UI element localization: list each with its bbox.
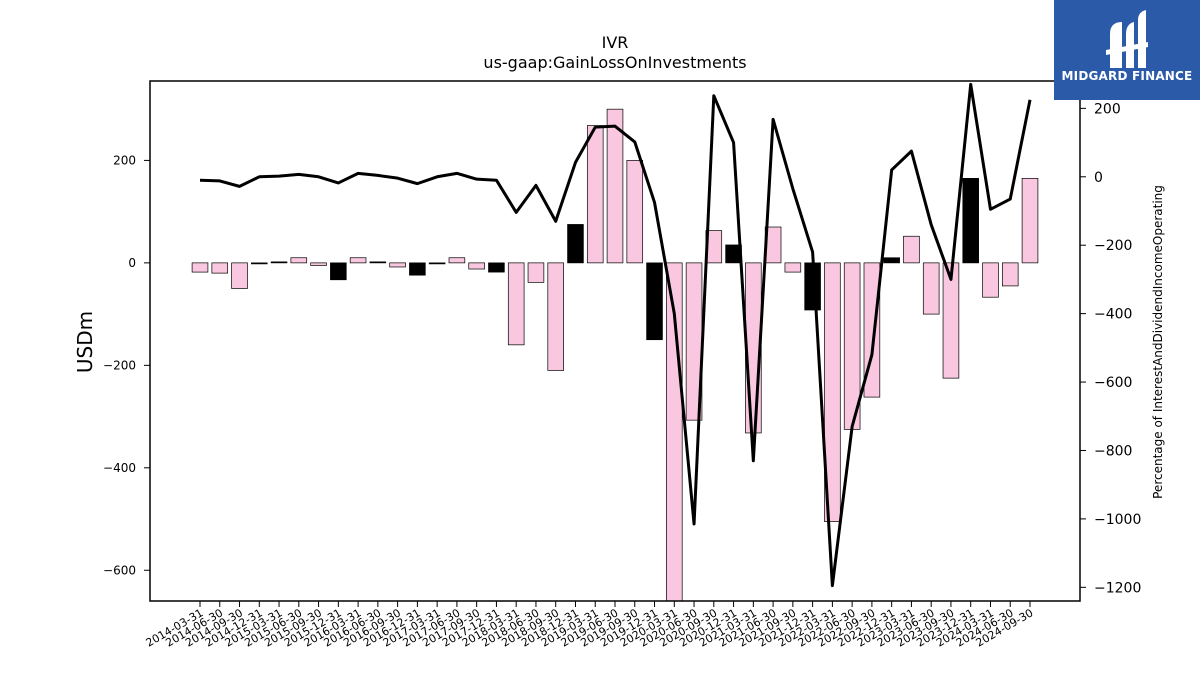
bar-2014-03-31 [191,262,209,273]
bar-2018-09-30 [547,262,564,371]
bar-2023-06-30 [922,262,940,315]
plot-frame [149,80,1081,602]
bar-2018-06-30 [527,262,545,283]
bar-2019-03-31 [586,125,604,264]
chart-subtitle: us-gaap:GainLossOnInvestments [483,53,746,72]
bar-2016-03-31 [349,257,367,264]
y-right-tick-label: −800 [1094,443,1132,459]
bar-2017-09-30 [468,262,485,270]
bar-2022-12-31 [883,257,900,264]
bar-2018-12-31 [567,224,584,264]
bar-2024-06-30 [1001,262,1019,287]
bar-2023-09-30 [942,262,960,379]
y-right-tick-label: −1000 [1094,512,1141,528]
y-right-tick-label: −1200 [1094,580,1141,596]
bar-2019-12-31 [646,262,663,341]
y-left-tick-label: 0 [128,256,136,270]
bar-2015-06-30 [290,257,308,264]
bar-2018-03-31 [507,262,525,346]
bar-2014-09-30 [231,262,248,289]
chart-title: IVR [602,33,629,52]
logo-text: MIDGARD FINANCE [1061,69,1193,83]
bar-2021-09-30 [784,262,802,273]
line-series [199,82,1032,588]
midgard-m-logo-icon [1106,10,1148,68]
bar-2017-03-31 [428,262,446,265]
bar-2016-12-31 [409,262,426,276]
y-left-tick-label: 200 [113,153,136,167]
bar-2022-03-31 [824,262,841,522]
y-axis-left: −600 −400 −200 0 200 [103,153,150,577]
x-axis: 2014-03-312014-06-302014-09-302014-12-31… [144,601,1036,650]
midgard-finance-logo: MIDGARD FINANCE [1054,0,1200,100]
bar-2023-12-31 [962,177,979,264]
y-left-tick-label: −600 [103,563,136,577]
y-axis-left-label: USDm [73,311,97,373]
bar-2015-03-31 [270,261,288,264]
bar-2015-09-30 [310,262,327,266]
y-right-tick-label: −400 [1094,307,1132,323]
bar-2014-06-30 [211,262,229,274]
bar-2023-03-31 [903,235,920,264]
bar-2019-09-30 [626,160,644,264]
y-left-tick-label: −400 [103,461,136,475]
y-axis-right-label: Percentage of InterestAndDividendIncomeO… [1151,185,1165,499]
bar-2017-06-30 [448,257,466,264]
bar-2024-03-31 [982,262,999,298]
bar-2024-09-30 [1021,177,1039,264]
y-right-tick-label: −200 [1094,238,1132,254]
line-percentage [199,82,1032,588]
y-axis-right: −1200 −1000 −800 −600 −400 −200 0 200 [1080,101,1141,596]
bar-2015-12-31 [330,262,347,281]
y-right-tick-label: −600 [1094,375,1132,391]
bar-series [191,108,1039,602]
bar-2014-12-31 [251,262,268,265]
y-left-tick-label: −200 [103,358,136,372]
y-right-tick-label: 0 [1094,170,1103,186]
bar-2019-06-30 [606,108,624,264]
bar-2017-12-31 [488,262,505,273]
y-right-tick-label: 200 [1094,101,1121,117]
bar-2016-06-30 [369,261,387,264]
bar-2016-09-30 [389,262,406,268]
